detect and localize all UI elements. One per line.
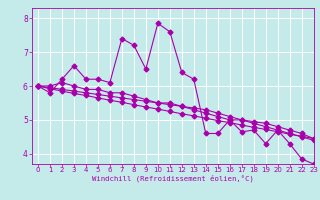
X-axis label: Windchill (Refroidissement éolien,°C): Windchill (Refroidissement éolien,°C) xyxy=(92,175,254,182)
